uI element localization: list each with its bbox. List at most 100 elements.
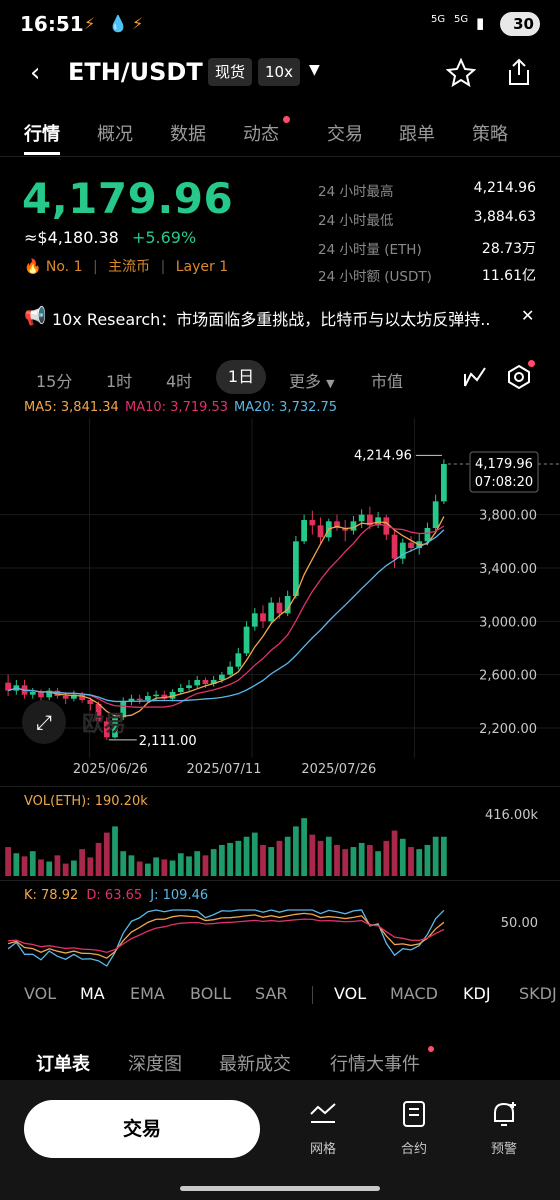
indicator-ma[interactable]: MA	[80, 984, 105, 1003]
tab-news[interactable]: 动态	[243, 124, 279, 145]
candle	[441, 464, 447, 502]
interval-15m[interactable]: 15分	[36, 372, 73, 391]
candle	[120, 701, 127, 718]
notification-dot	[283, 116, 290, 123]
volume-bar	[13, 853, 20, 876]
current-price-box	[469, 451, 539, 493]
candle	[424, 528, 431, 542]
divider	[0, 156, 560, 157]
back-icon[interactable]: ‹	[30, 58, 41, 88]
y-tick-label: 2,200.00	[479, 722, 537, 737]
tab-latest-trades[interactable]: 最新成交	[219, 1054, 291, 1075]
tab-order-book[interactable]: 订单表	[36, 1054, 90, 1075]
tab-copy-trade[interactable]: 跟单	[399, 124, 435, 145]
home-indicator	[180, 1186, 380, 1191]
volume-bar	[136, 861, 143, 876]
alert-button[interactable]: 预警	[474, 1100, 534, 1157]
volume-bar	[424, 845, 431, 876]
close-icon[interactable]: ✕	[521, 306, 535, 325]
volume-bar	[54, 855, 61, 876]
candle	[293, 541, 299, 596]
tab-data[interactable]: 数据	[170, 124, 206, 145]
indicator-skdj[interactable]: SKDJ	[519, 984, 557, 1003]
volume-bar	[301, 818, 307, 876]
draw-tool-icon[interactable]	[463, 366, 487, 388]
candlestick-chart[interactable]: 3,800.00 3,400.00 3,000.00 2,600.00 2,200.00…	[0, 418, 560, 788]
volume-bar	[145, 863, 151, 876]
stat-value: 28.73万	[481, 241, 536, 257]
kdj-d-line	[8, 918, 445, 954]
contract-label: 合约	[400, 1142, 427, 1157]
settings-icon[interactable]	[506, 364, 532, 390]
volume-bar	[268, 847, 275, 876]
market-cap-toggle[interactable]: 市值	[371, 372, 404, 391]
volume-bar	[128, 855, 135, 876]
tab-market-events[interactable]: 行情大事件	[330, 1054, 420, 1075]
candle	[71, 694, 77, 699]
volume-bar	[416, 849, 423, 876]
contract-button[interactable]: 合约	[384, 1100, 444, 1157]
chevron-down-icon[interactable]: ▼	[309, 62, 320, 78]
volume-bar	[62, 863, 69, 876]
kdj-tick: 50.00	[500, 916, 538, 931]
stat-label: 24 小时额 (USDT)	[318, 269, 432, 285]
candle	[350, 521, 357, 531]
indicator-macd[interactable]: MACD	[390, 984, 438, 1003]
volume-bar	[46, 861, 53, 876]
ma5-line	[7, 516, 445, 717]
share-icon[interactable]	[506, 58, 532, 86]
pair-title[interactable]: ETH/USDT	[68, 58, 203, 86]
bell-icon	[494, 1102, 516, 1126]
app-notification-icon: 💧	[108, 14, 128, 33]
indicator-boll[interactable]: BOLL	[190, 984, 232, 1003]
watermark-logo: 欧易	[82, 712, 127, 737]
tab-overview[interactable]: 概况	[97, 124, 133, 145]
candle	[54, 690, 61, 696]
volume-bar	[383, 840, 390, 876]
indicator-vol-sub[interactable]: VOL	[334, 984, 367, 1003]
x-tick-label: 2025/07/11	[187, 762, 262, 777]
interval-1h[interactable]: 1时	[106, 372, 133, 391]
indicator-sar[interactable]: SAR	[255, 984, 288, 1003]
interval-more[interactable]: 更多 ▼	[289, 372, 335, 391]
candle	[194, 680, 201, 686]
indicator-ema[interactable]: EMA	[130, 984, 165, 1003]
ma10-legend: MA10: 3,719.53	[125, 400, 229, 415]
candle	[334, 521, 340, 528]
volume-bar	[177, 853, 184, 876]
trade-button[interactable]: 交易	[24, 1100, 260, 1158]
indicator-vol-main[interactable]: VOL	[24, 984, 57, 1003]
candle	[317, 525, 324, 538]
volume-bar	[87, 857, 94, 876]
tab-strategy[interactable]: 策略	[472, 124, 508, 145]
news-ticker[interactable]: 10x Research：市场面临多重挑战，比特币与以太坊反弹持..	[52, 310, 491, 329]
stat-label: 24 小时最高	[318, 184, 394, 200]
interval-4h[interactable]: 4时	[166, 372, 193, 391]
candle	[79, 694, 85, 700]
volume-bar	[29, 851, 36, 876]
volume-legend: VOL(ETH): 190.20k	[24, 794, 148, 809]
tab-trade[interactable]: 交易	[327, 124, 363, 145]
alert-label: 预警	[490, 1142, 517, 1157]
volume-bar	[5, 847, 11, 876]
volume-bar	[432, 836, 439, 876]
tag-row[interactable]: 🔥 No. 1 | 主流币 | Layer 1	[24, 259, 229, 275]
leverage-chip[interactable]: 10x	[258, 58, 300, 86]
market-type-chip[interactable]: 现货	[208, 58, 253, 86]
tab-market[interactable]: 行情	[24, 124, 60, 145]
candle	[243, 626, 250, 654]
mainstream-tag: 主流币	[108, 259, 151, 275]
grid-button[interactable]: 网格	[293, 1100, 353, 1157]
contract-icon	[403, 1101, 425, 1127]
indicator-kdj[interactable]: KDJ	[463, 984, 491, 1003]
star-icon[interactable]	[446, 58, 476, 88]
change-percent: +5.69%	[131, 228, 197, 247]
tab-depth-chart[interactable]: 深度图	[128, 1054, 182, 1075]
signal-bars-icon: ▮	[476, 14, 485, 32]
candle	[210, 680, 217, 684]
candle	[169, 692, 176, 699]
interval-1d[interactable]: 1日	[216, 360, 266, 394]
volume-bar	[219, 845, 225, 876]
volume-bar	[235, 840, 242, 876]
expand-icon[interactable]: ⤢	[22, 700, 66, 744]
